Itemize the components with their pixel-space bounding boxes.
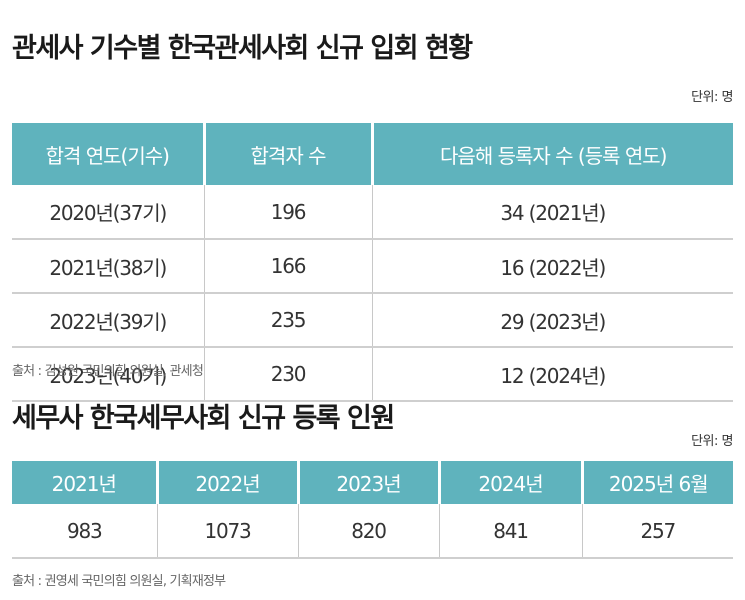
header-year-2022: 2022년: [155, 461, 298, 504]
cell-value: 841: [438, 504, 582, 559]
cell-value: 257: [581, 504, 733, 559]
header-year-2023: 2023년: [296, 461, 439, 504]
customs-source-note: 출처 : 김성원 국민의힘 의원실, 관세청: [12, 364, 204, 379]
cell-passed: 166: [203, 239, 372, 294]
customs-broker-table: 합격 연도(기수) 합격자 수 다음해 등록자 수 (등록 연도) 2020년(…: [12, 123, 733, 402]
cell-year: 2021년(38기): [12, 239, 204, 294]
header-year-2021: 2021년: [12, 461, 157, 504]
cell-registered: 16 (2022년): [371, 239, 733, 294]
table-row: 2023년(40기) 230 12 (2024년): [12, 347, 733, 402]
cell-year: 2023년(40기): [12, 347, 204, 402]
cell-passed: 235: [203, 293, 372, 348]
cell-value: 820: [297, 504, 439, 559]
cell-passed: 230: [203, 347, 372, 402]
table-header-row: 합격 연도(기수) 합격자 수 다음해 등록자 수 (등록 연도): [12, 123, 733, 185]
cell-passed: 196: [203, 185, 372, 240]
customs-unit-label: 단위: 명: [691, 90, 733, 105]
tax-unit-label: 단위: 명: [691, 434, 733, 449]
cell-year: 2020년(37기): [12, 185, 204, 240]
customs-broker-title: 관세사 기수별 한국관세사회 신규 입회 현황: [12, 33, 473, 64]
tax-source-note: 출처 : 권영세 국민의힘 의원실, 기획재정부: [12, 574, 226, 589]
header-registered-count: 다음해 등록자 수 (등록 연도): [370, 123, 733, 185]
cell-registered: 29 (2023년): [371, 293, 733, 348]
tax-accountant-title: 세무사 한국세무사회 신규 등록 인원: [12, 403, 395, 434]
table-row: 2022년(39기) 235 29 (2023년): [12, 293, 733, 348]
cell-registered: 12 (2024년): [371, 347, 733, 402]
table-row: 2020년(37기) 196 34 (2021년): [12, 185, 733, 240]
tax-accountant-table: 2021년 2022년 2023년 2024년 2025년 6월 983 107…: [12, 461, 733, 559]
table-row: 983 1073 820 841 257: [12, 504, 733, 559]
cell-value: 1073: [156, 504, 298, 559]
cell-year: 2022년(39기): [12, 293, 204, 348]
table-header-row: 2021년 2022년 2023년 2024년 2025년 6월: [12, 461, 733, 504]
header-year-2024: 2024년: [437, 461, 582, 504]
header-passed-count: 합격자 수: [202, 123, 372, 185]
cell-registered: 34 (2021년): [371, 185, 733, 240]
table-row: 2021년(38기) 166 16 (2022년): [12, 239, 733, 294]
header-year-2025-june: 2025년 6월: [580, 461, 733, 504]
header-pass-year: 합격 연도(기수): [12, 123, 204, 185]
cell-value: 983: [12, 504, 157, 559]
